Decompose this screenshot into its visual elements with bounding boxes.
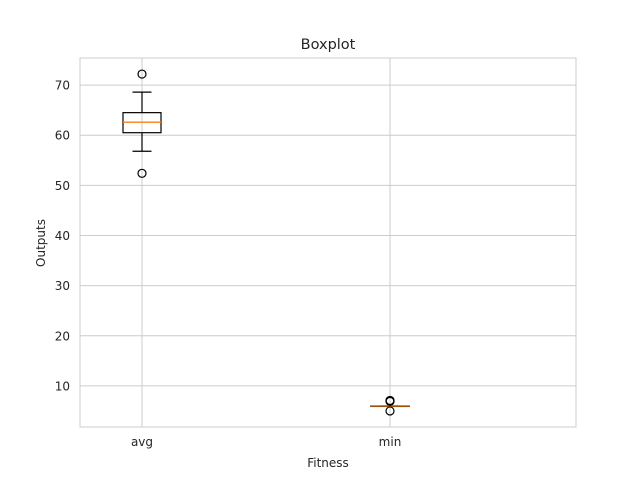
x-axis-label: Fitness xyxy=(307,456,349,470)
tick-layer: 10 20 30 40 50 60 70 avg min xyxy=(55,79,402,449)
y-tick-label: 30 xyxy=(55,279,70,293)
y-tick-label: 10 xyxy=(55,379,70,393)
flier-point xyxy=(385,396,395,407)
plot-frame xyxy=(79,57,577,428)
y-tick-label: 50 xyxy=(55,179,70,193)
box-avg xyxy=(122,69,162,178)
y-tick-label: 40 xyxy=(55,229,70,243)
grid-layer xyxy=(80,58,576,427)
y-axis-label: Outputs xyxy=(34,219,48,267)
chart-title: Boxplot xyxy=(301,37,356,53)
x-tick-label: avg xyxy=(131,435,153,449)
flier-point xyxy=(385,406,395,416)
x-tick-label: min xyxy=(379,435,402,449)
y-tick-label: 60 xyxy=(55,129,70,143)
flier-point xyxy=(137,69,147,79)
box-layer xyxy=(122,69,410,416)
box-min xyxy=(370,395,410,416)
frame-layer xyxy=(79,57,577,428)
y-tick-label: 20 xyxy=(55,329,70,343)
y-tick-label: 70 xyxy=(55,79,70,93)
flier-point xyxy=(137,168,147,178)
